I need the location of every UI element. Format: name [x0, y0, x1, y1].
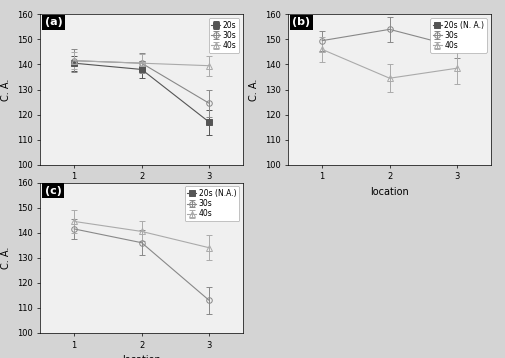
Y-axis label: C. A.: C. A.: [2, 247, 12, 269]
Y-axis label: C. A.: C. A.: [249, 78, 259, 101]
Text: (a): (a): [44, 17, 62, 27]
Legend: 20s (N. A.), 30s, 40s: 20s (N. A.), 30s, 40s: [429, 18, 486, 53]
Y-axis label: C. A.: C. A.: [2, 78, 12, 101]
Text: (c): (c): [44, 185, 61, 195]
X-axis label: location: location: [122, 187, 161, 197]
X-axis label: location: location: [370, 187, 408, 197]
X-axis label: location: location: [122, 355, 161, 358]
Legend: 20s, 30s, 40s: 20s, 30s, 40s: [208, 18, 238, 53]
Legend: 20s (N.A.), 30s, 40s: 20s (N.A.), 30s, 40s: [184, 187, 238, 221]
Text: (b): (b): [292, 17, 310, 27]
